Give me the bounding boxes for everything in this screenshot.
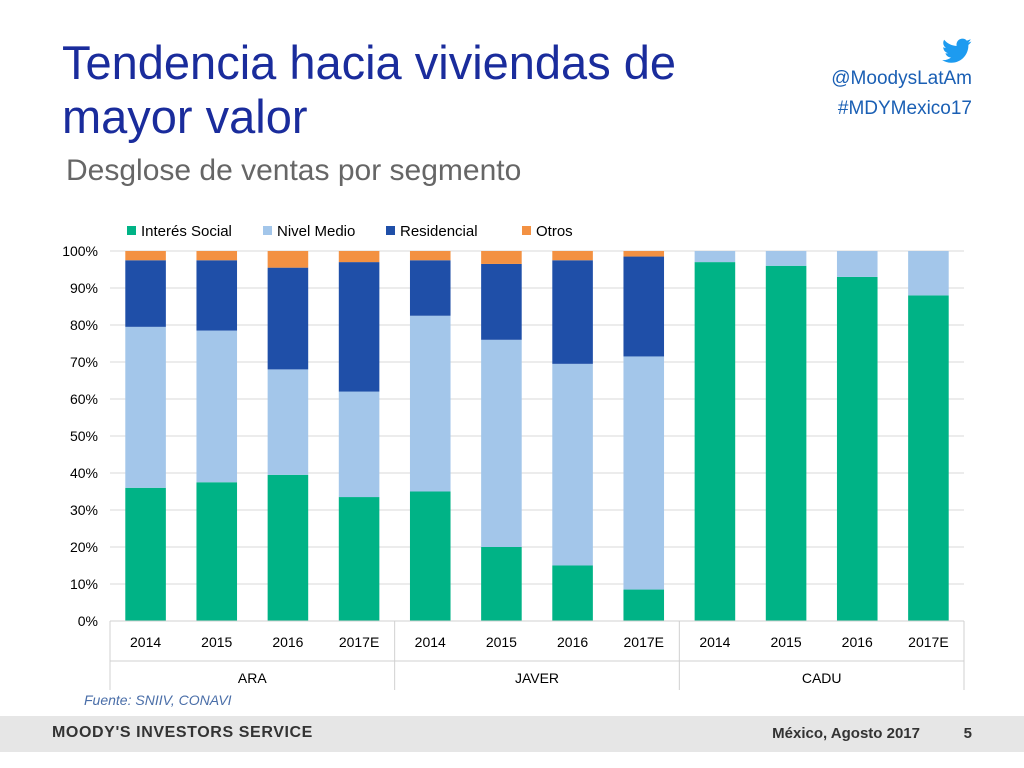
- bar-segment: [552, 363, 593, 566]
- bar-segment: [623, 589, 665, 621]
- bar-segment: [267, 474, 309, 621]
- bar-segment: [908, 295, 949, 621]
- y-tick-label: 20%: [70, 539, 98, 555]
- y-tick-label: 10%: [70, 576, 98, 592]
- bar-segment: [409, 251, 451, 261]
- stacked-bar-chart: 0% 10% 20% 30% 40% 50% 60% 70% 80% 90% 100% 2014 201…: [62, 223, 965, 690]
- legend-label: Residencial: [400, 223, 478, 240]
- bar-segment: [623, 256, 665, 357]
- x-tick-label: 2015: [771, 634, 802, 650]
- x-tick-label: 2017E: [624, 634, 664, 650]
- x-tick-label: 2016: [842, 634, 873, 650]
- x-tick-label: 2016: [272, 634, 303, 650]
- legend-swatch: [263, 226, 272, 235]
- bar-segment: [481, 547, 522, 621]
- legend-label: Nivel Medio: [277, 223, 355, 240]
- bar-segment: [338, 251, 380, 263]
- bar-segment: [836, 251, 878, 277]
- bar-segment: [765, 265, 807, 621]
- bar-segment: [409, 315, 451, 492]
- legend-swatch: [522, 226, 531, 235]
- y-tick-label: 50%: [70, 428, 98, 444]
- bar-segment: [694, 251, 736, 263]
- bar-segment: [552, 251, 593, 261]
- x-tick-label: 2016: [557, 634, 588, 650]
- y-tick-label: 70%: [70, 354, 98, 370]
- bar-segment: [765, 251, 807, 266]
- footer-brand: MOODY'S INVESTORS SERVICE: [52, 724, 313, 741]
- bar-segment: [409, 260, 451, 316]
- bar-segment: [267, 267, 309, 370]
- x-tick-label: 2015: [201, 634, 232, 650]
- x-group-label: CADU: [802, 670, 842, 686]
- legend-swatch: [127, 226, 136, 235]
- page-number: 5: [963, 725, 972, 742]
- legend-label: Interés Social: [141, 223, 232, 240]
- legend-swatch: [386, 226, 395, 235]
- bar-segment: [125, 251, 166, 261]
- y-tick-label: 30%: [70, 502, 98, 518]
- page-subtitle: Desglose de ventas por segmento: [66, 154, 522, 187]
- legend-label: Otros: [536, 223, 573, 240]
- bar-segment: [338, 497, 380, 621]
- y-tick-label: 60%: [70, 391, 98, 407]
- bar-segment: [125, 326, 166, 488]
- y-tick-label: 90%: [70, 280, 98, 296]
- hashtag[interactable]: #MDYMexico17: [837, 98, 972, 119]
- bar-segment: [623, 251, 665, 257]
- x-tick-label: 2014: [415, 634, 446, 650]
- x-tick-label: 2014: [130, 634, 161, 650]
- bar-segment: [409, 491, 451, 621]
- bar-segment: [267, 251, 309, 268]
- footer-date: México, Agosto 2017: [772, 725, 920, 742]
- bar-segment: [694, 262, 736, 621]
- x-tick-label: 2017E: [339, 634, 379, 650]
- twitter-bird-icon: [942, 38, 972, 63]
- y-tick-label: 40%: [70, 465, 98, 481]
- y-tick-label: 100%: [62, 243, 98, 259]
- bar-segment: [623, 356, 665, 590]
- bar-segment: [338, 391, 380, 498]
- source-note: Fuente: SNIIV, CONAVI: [84, 692, 232, 708]
- bar-segment: [836, 276, 878, 621]
- bar-segment: [196, 251, 238, 261]
- bar-segment: [481, 263, 522, 340]
- bar-segment: [338, 262, 380, 392]
- bar-segment: [552, 565, 593, 621]
- y-tick-label: 80%: [70, 317, 98, 333]
- y-tick-label: 0%: [78, 613, 98, 629]
- x-group-label: ARA: [238, 670, 267, 686]
- bar-segment: [267, 369, 309, 475]
- bar-segment: [552, 260, 593, 364]
- bar-segment: [481, 339, 522, 547]
- social-handle[interactable]: @MoodysLatAm: [831, 68, 972, 89]
- social-block: @MoodysLatAm #MDYMexico17: [831, 38, 972, 124]
- bar-segment: [196, 482, 238, 621]
- x-group-label: JAVER: [515, 670, 559, 686]
- x-tick-label: 2015: [486, 634, 517, 650]
- x-tick-label: 2014: [699, 634, 730, 650]
- page-title: Tendencia hacia viviendas de mayor valor: [62, 36, 677, 143]
- footer-bar: MOODY'S INVESTORS SERVICE México, Agosto…: [0, 716, 1024, 752]
- x-tick-label: 2017E: [908, 634, 948, 650]
- bar-segment: [481, 251, 522, 264]
- bar-segment: [196, 330, 238, 483]
- bar-segment: [196, 260, 238, 331]
- bar-segment: [125, 260, 166, 327]
- bar-segment: [908, 251, 949, 296]
- bar-segment: [125, 487, 166, 621]
